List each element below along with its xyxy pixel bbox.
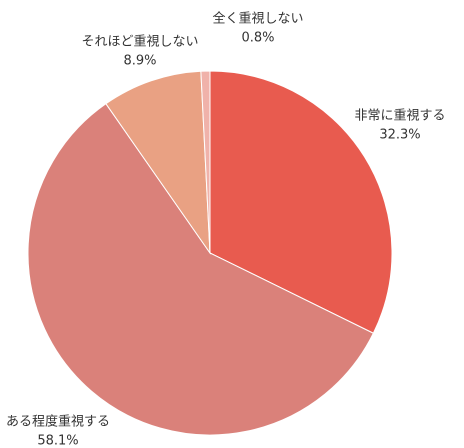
slice-value: 32.3% <box>379 128 420 143</box>
slice-label: 全く重視しない <box>212 11 303 27</box>
pie-slice <box>209 70 393 334</box>
pie-slice <box>105 70 211 255</box>
slice-value: 58.1% <box>37 434 78 448</box>
slice-label: 非常に重視する <box>354 108 445 124</box>
slice-value: 8.9% <box>123 54 156 69</box>
slice-label: ある程度重視する <box>6 414 110 430</box>
pie-slice <box>200 70 211 254</box>
pie-slice <box>27 103 375 436</box>
slice-label: それほど重視しない <box>81 34 198 50</box>
slice-value: 0.8% <box>241 31 274 46</box>
